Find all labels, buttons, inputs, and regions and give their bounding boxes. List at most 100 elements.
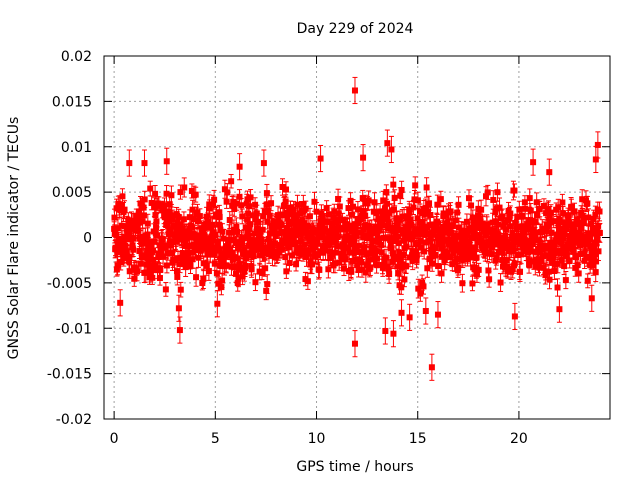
point-marker [191, 231, 198, 238]
point-marker [244, 229, 251, 236]
point-marker [223, 262, 230, 269]
point-marker [249, 212, 256, 219]
point-marker [148, 199, 155, 206]
point-marker [439, 223, 446, 230]
point-marker [281, 237, 288, 244]
point-marker [263, 190, 270, 197]
point-marker [219, 277, 226, 284]
point-marker [202, 238, 209, 245]
data-point [336, 196, 343, 217]
point-marker [349, 257, 356, 264]
point-marker [442, 254, 449, 261]
point-marker [419, 219, 426, 226]
point-marker [200, 260, 207, 267]
point-marker [215, 221, 222, 228]
point-marker [262, 265, 269, 272]
point-marker [194, 209, 201, 216]
point-marker [160, 253, 167, 260]
point-marker [384, 215, 391, 222]
point-marker [140, 212, 147, 219]
point-marker [284, 225, 291, 232]
point-marker [272, 233, 279, 240]
point-marker [376, 236, 383, 243]
point-marker [418, 244, 425, 251]
point-marker [224, 189, 231, 196]
point-marker [234, 228, 241, 235]
point-marker [382, 235, 389, 242]
point-marker [314, 252, 321, 259]
point-marker [388, 236, 395, 243]
point-marker [164, 215, 171, 222]
point-marker [370, 256, 377, 263]
point-marker [396, 216, 403, 223]
point-marker [125, 217, 132, 224]
point-marker [187, 262, 194, 269]
point-marker [221, 250, 228, 257]
point-marker [264, 207, 271, 214]
data-point [252, 273, 259, 292]
point-marker [219, 228, 226, 235]
point-marker [168, 192, 175, 199]
point-marker [287, 204, 294, 211]
point-marker [181, 184, 188, 191]
point-marker [308, 238, 315, 245]
point-marker [340, 241, 347, 248]
point-marker [167, 242, 174, 249]
point-marker [255, 219, 262, 226]
point-marker [331, 260, 338, 267]
point-marker [129, 242, 136, 249]
point-marker [195, 217, 202, 224]
point-marker [221, 186, 228, 193]
point-marker [363, 262, 370, 269]
point-marker [437, 196, 444, 203]
point-marker [167, 238, 174, 245]
point-marker [401, 276, 408, 283]
point-marker [202, 224, 209, 231]
point-marker [166, 231, 173, 238]
point-marker [325, 266, 332, 273]
point-marker [300, 201, 307, 208]
point-marker [147, 270, 154, 277]
data-point [282, 181, 289, 198]
point-marker [210, 201, 217, 208]
point-marker [373, 210, 380, 217]
point-marker [126, 268, 133, 275]
point-marker [229, 202, 236, 209]
data-point [141, 190, 148, 209]
point-marker [378, 249, 385, 256]
point-marker [159, 236, 166, 243]
data-point [162, 282, 169, 297]
point-marker [147, 185, 154, 192]
point-marker [277, 243, 284, 250]
point-marker [215, 280, 222, 287]
point-marker [268, 200, 275, 207]
point-marker [391, 194, 398, 201]
point-marker [264, 218, 271, 225]
point-marker [177, 286, 184, 293]
point-marker [177, 261, 184, 268]
point-marker [145, 255, 152, 262]
point-marker [350, 239, 357, 246]
point-marker [243, 255, 250, 262]
point-marker [322, 246, 329, 253]
point-marker [144, 220, 151, 227]
point-marker [136, 208, 143, 215]
data-point [383, 184, 390, 200]
point-marker [180, 259, 187, 266]
data-point [412, 176, 419, 195]
point-marker [411, 196, 418, 203]
point-marker [451, 259, 458, 266]
point-marker [395, 270, 402, 277]
point-marker [298, 207, 305, 214]
point-marker [429, 260, 436, 267]
point-marker [203, 262, 210, 269]
point-marker [242, 224, 249, 231]
point-marker [332, 239, 339, 246]
point-marker [452, 217, 459, 224]
point-marker [283, 268, 290, 275]
data-point [153, 213, 160, 230]
point-marker [154, 232, 161, 239]
point-marker [343, 221, 350, 228]
point-marker [200, 227, 207, 234]
point-marker [150, 256, 157, 263]
